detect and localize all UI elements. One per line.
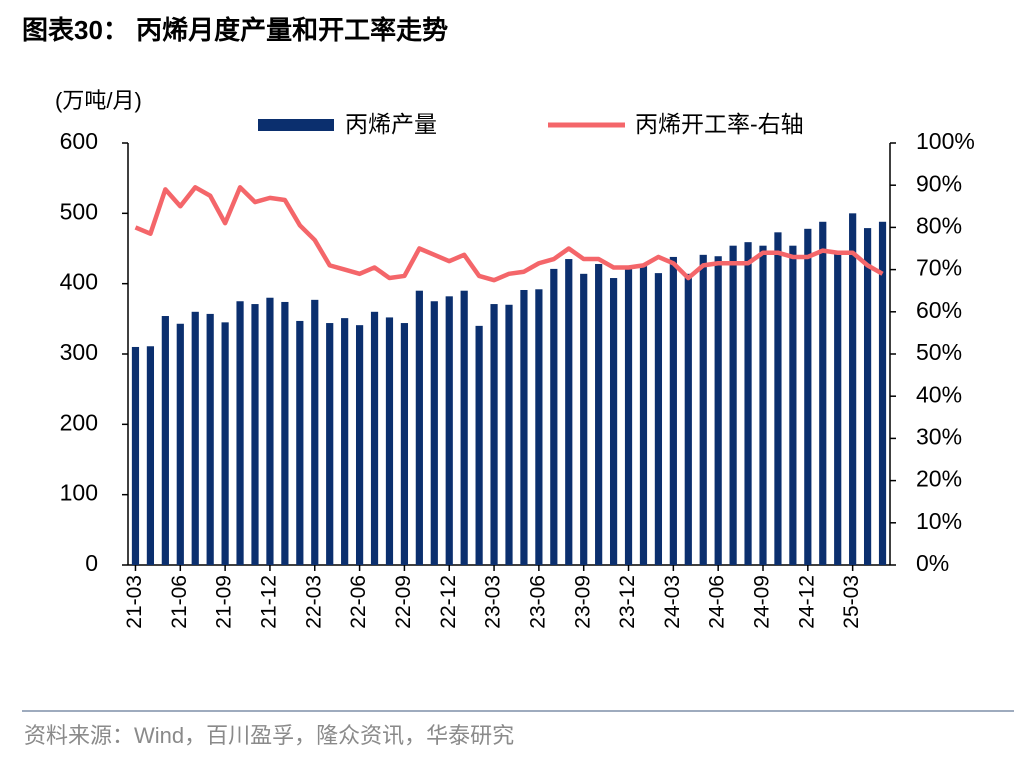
bar [804,228,812,565]
bar [550,268,558,565]
bar [355,325,364,565]
legend-label: 丙烯开工率-右轴 [635,111,804,137]
line [134,185,884,283]
bar [341,318,349,565]
x-tick-label: 23-06 [526,575,549,629]
y-tick-label: 100 [60,480,98,506]
bar [624,268,633,565]
bar [415,290,423,565]
x-tick-label: 22-06 [347,575,370,629]
bar [370,311,379,565]
bar [430,301,438,565]
y2-tick-label: 90% [916,170,962,196]
bar [236,301,244,565]
x-tick-label: 24-12 [795,575,818,629]
bar [326,323,334,565]
y-axis-label: (万吨/月) [55,88,142,113]
bar [565,259,573,565]
bar [789,245,797,566]
y2-tick-label: 30% [916,423,962,449]
y2-tick-label: 40% [916,381,962,407]
bar [580,273,588,565]
bar [535,289,543,565]
bar [729,245,737,566]
y2-tick-label: 10% [916,508,962,534]
bar [475,325,483,565]
bar [654,273,663,565]
y2-tick-label: 60% [916,297,962,323]
bar [281,301,289,565]
y2-tick-label: 50% [916,339,962,365]
bar [400,323,409,565]
bar [221,322,229,565]
y2-tick-label: 80% [916,212,962,238]
bar [490,304,498,565]
bar [609,278,618,565]
x-tick-label: 23-03 [482,575,505,629]
bar [819,221,827,566]
bar [669,256,677,565]
y2-tick-label: 100% [916,128,975,154]
bar [863,228,872,565]
bar [161,316,169,565]
bar [520,289,528,565]
y-tick-label: 0 [85,550,98,576]
bar [595,263,603,565]
bar [266,297,274,565]
bar [131,346,140,565]
bar [251,304,259,565]
x-tick-label: 21-03 [123,575,146,629]
bar [834,252,842,565]
bar [296,320,304,565]
bar [176,323,184,565]
y2-tick-label: 70% [916,255,962,281]
y-tick-label: 600 [60,128,98,154]
x-tick-label: 24-09 [751,575,774,629]
y2-tick-label: 20% [916,466,962,492]
bar [774,232,782,565]
x-tick-label: 23-09 [571,575,594,629]
legend-swatch [258,119,334,131]
bar [849,213,857,566]
x-tick-label: 21-09 [213,575,236,629]
bar [639,266,648,565]
bar [460,290,468,565]
x-tick-label: 21-06 [168,575,191,629]
y-tick-label: 200 [60,409,98,435]
y-tick-label: 300 [60,339,98,365]
bar [445,296,453,565]
x-tick-label: 25-03 [840,575,863,629]
y2-tick-label: 0% [916,550,949,576]
x-tick-label: 24-03 [661,575,684,629]
bar [146,346,155,565]
bar [699,254,707,565]
bar [714,256,722,565]
x-tick-label: 21-12 [257,575,280,629]
bar [684,273,692,565]
y-tick-label: 400 [60,269,98,295]
x-tick-label: 22-03 [302,575,325,629]
bar [759,245,767,566]
bar [206,313,214,565]
source: 资料来源：Wind，百川盈孚，隆众资讯，华泰研究 [24,723,514,748]
bar [385,317,394,565]
legend-label: 丙烯产量 [345,111,437,137]
x-tick-label: 22-09 [392,575,415,629]
y-tick-label: 500 [60,198,98,224]
bar [191,311,199,565]
bar [505,304,513,565]
bar [311,299,319,565]
bar [744,242,752,566]
x-tick-label: 24-06 [706,575,729,629]
x-tick-label: 22-12 [437,575,460,629]
x-tick-label: 23-12 [616,575,639,629]
chart-title: 图表30： 丙烯月度产量和开工率走势 [22,15,448,45]
bar [878,221,887,566]
